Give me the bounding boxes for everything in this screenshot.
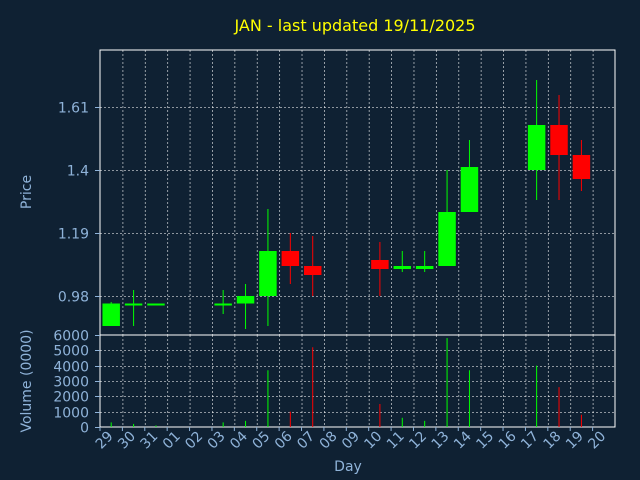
x-axis-ticks: 2930310102030405060708091011121314151617… [93, 427, 609, 452]
price-tick-label: 1.61 [58, 101, 89, 117]
candle-body [438, 212, 456, 266]
candle-body [281, 251, 300, 266]
candle-body [303, 266, 322, 275]
candle-body [102, 303, 120, 326]
volume-axis-label: Volume (0000) [19, 329, 35, 432]
candle-body [527, 125, 546, 170]
volume-tick-label: 3000 [53, 375, 89, 391]
volume-tick-label: 0 [80, 421, 89, 437]
candle-body [550, 125, 568, 155]
volume-tick-label: 4000 [53, 360, 89, 376]
candle-body [371, 260, 389, 269]
volume-grid [100, 335, 615, 427]
price-grid [100, 50, 615, 335]
volume-tick-label: 1000 [53, 406, 89, 422]
candle-body [393, 266, 412, 269]
candle-body [415, 266, 434, 269]
price-y-ticks: 0.98 1.19 1.4 1.61 [58, 101, 100, 306]
price-panel: 0.98 1.19 1.4 1.61 Price [19, 49, 616, 336]
price-tick-label: 0.98 [58, 290, 89, 306]
volume-bars [110, 338, 582, 427]
candle-body [460, 167, 479, 212]
candles [102, 80, 591, 329]
candle-body [147, 303, 165, 306]
candle-body [259, 251, 277, 296]
chart-title: JAN - last updated 19/11/2025 [233, 16, 475, 35]
price-axis-label: Price [19, 175, 35, 209]
volume-tick-label: 5000 [53, 344, 89, 360]
volume-tick-label: 6000 [53, 329, 89, 345]
candle-body [236, 296, 255, 304]
candle-body [572, 155, 591, 179]
candle-body [124, 303, 143, 306]
price-tick-label: 1.19 [58, 227, 89, 243]
x-axis-label: Day [334, 459, 362, 475]
price-tick-label: 1.4 [67, 164, 89, 180]
volume-tick-label: 2000 [53, 390, 89, 406]
candle-body [214, 303, 232, 306]
